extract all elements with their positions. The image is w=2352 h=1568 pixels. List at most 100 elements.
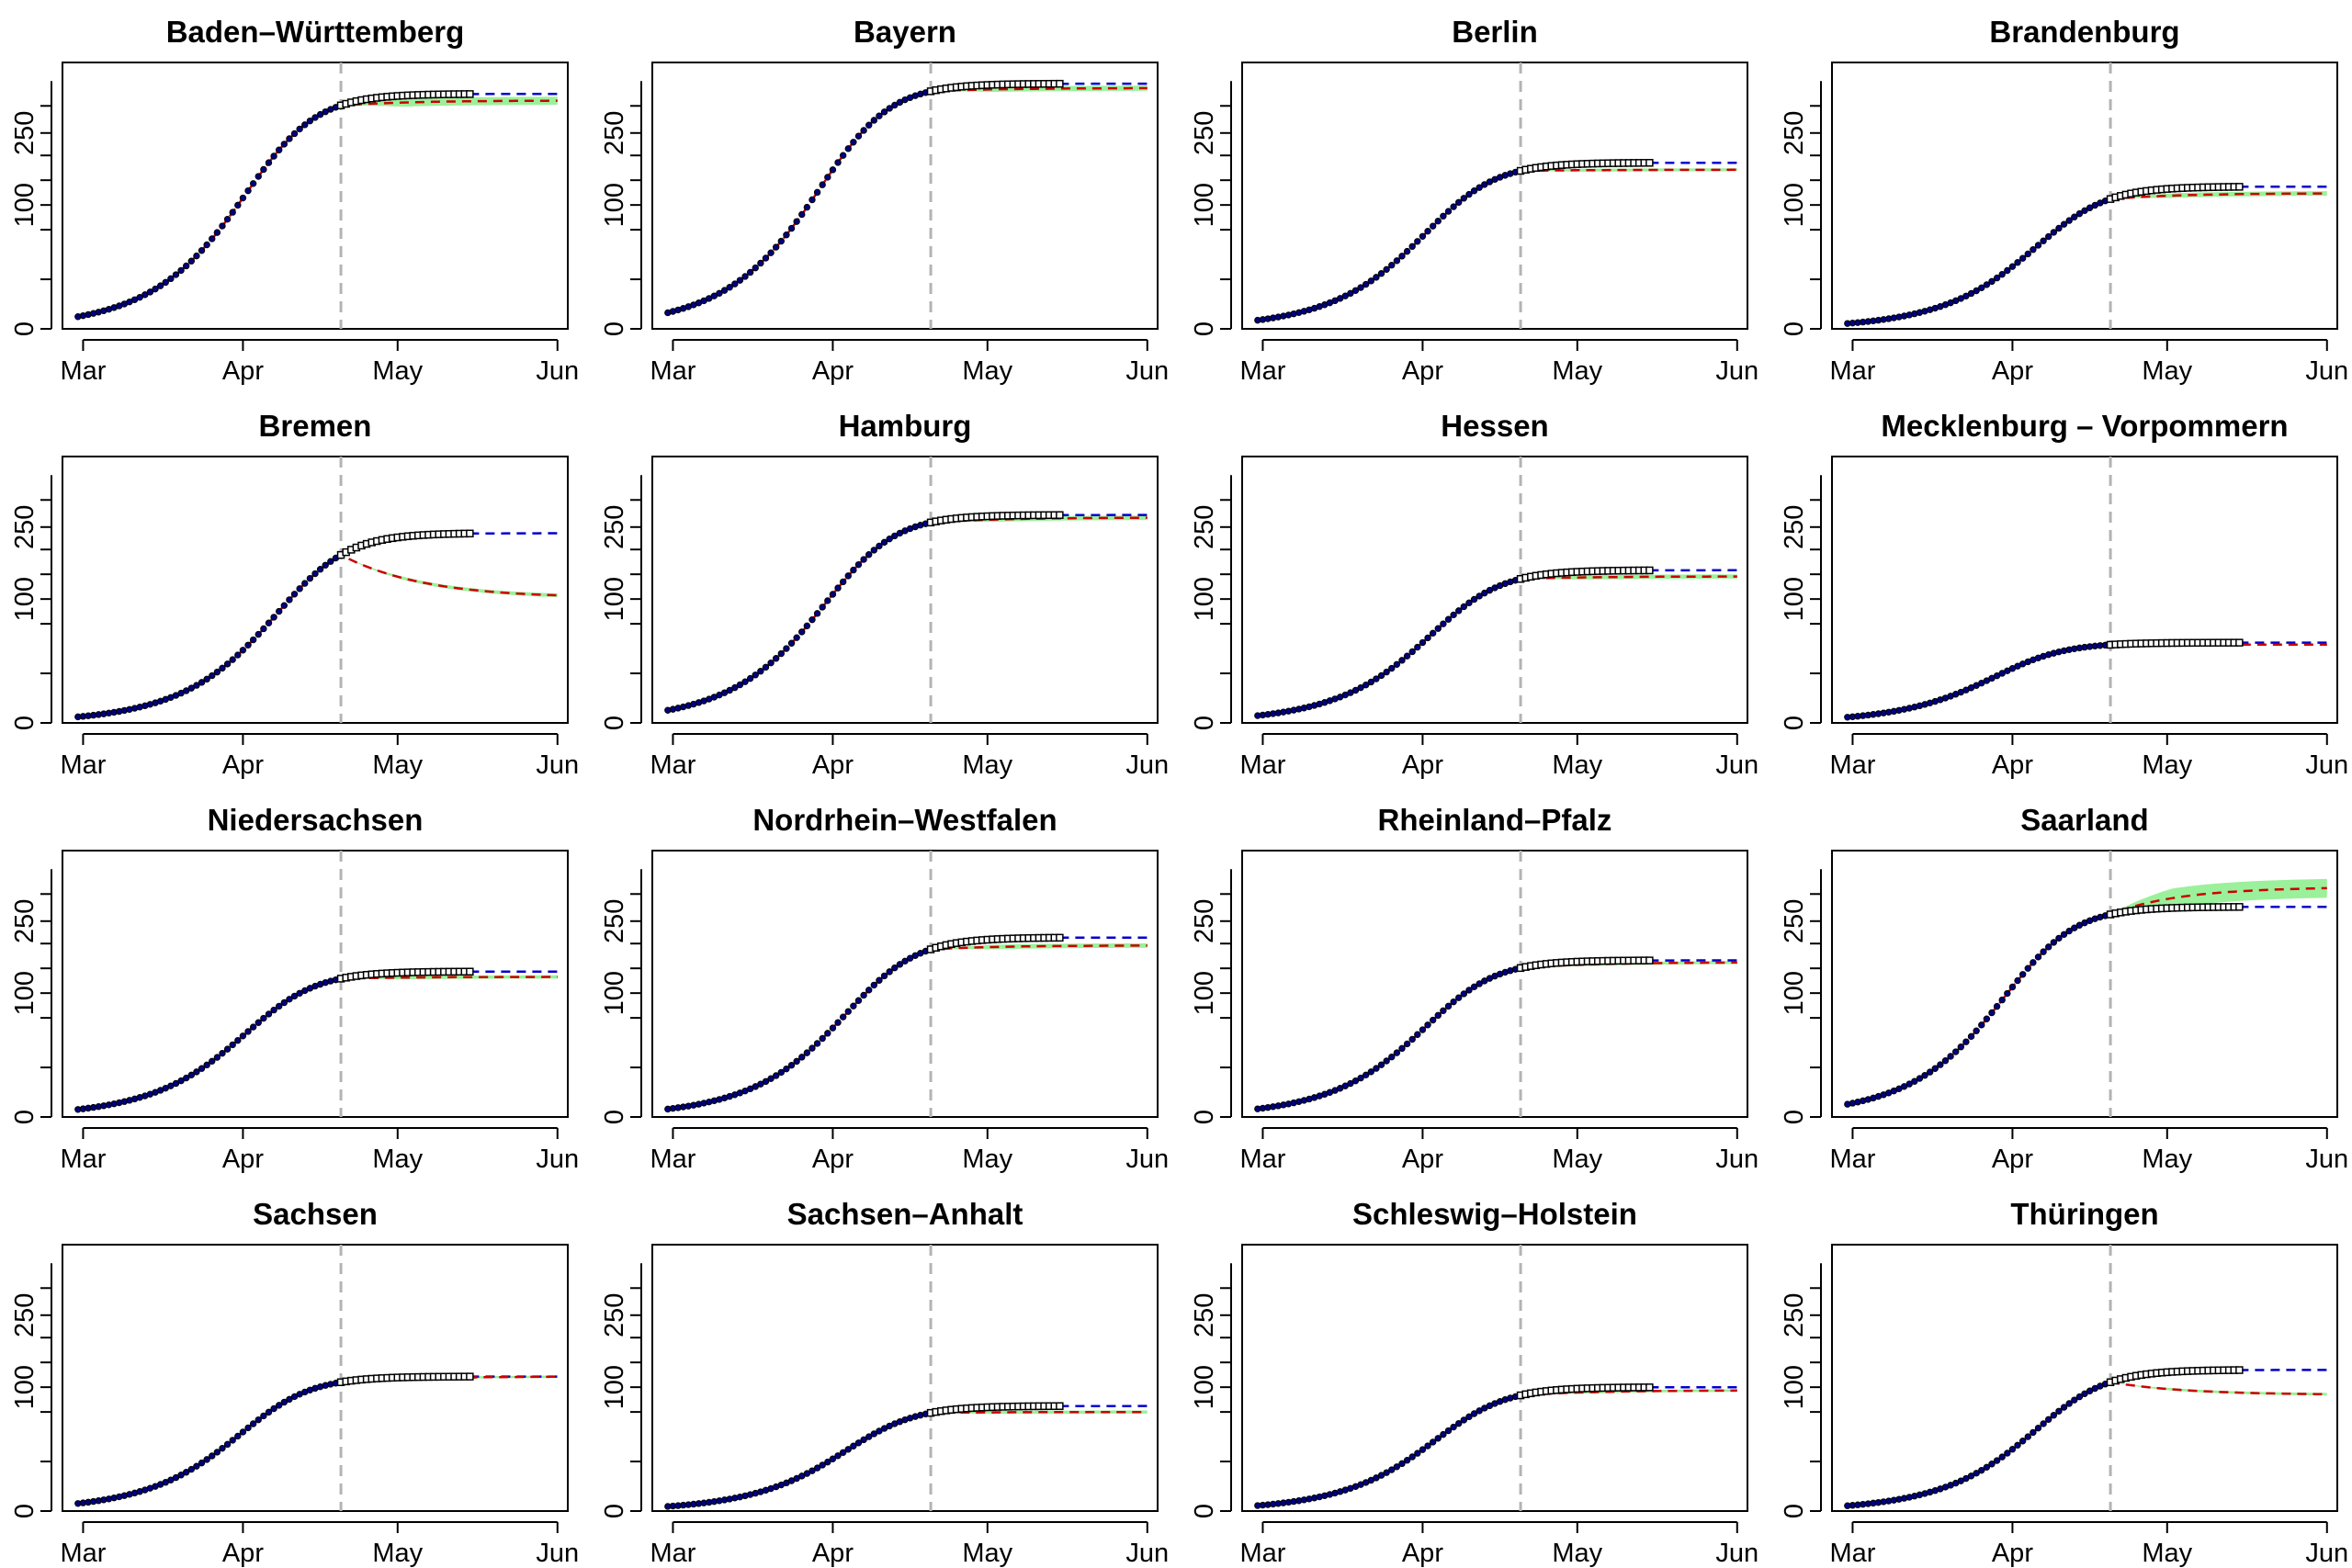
data-point xyxy=(213,1054,221,1061)
x-tick-label: Mar xyxy=(650,750,695,780)
data-point xyxy=(1916,1075,1924,1082)
x-tick-label: Mar xyxy=(650,356,695,386)
data-point xyxy=(752,264,759,272)
data-point xyxy=(1398,657,1406,664)
data-point xyxy=(2024,250,2031,258)
data-point xyxy=(829,1024,837,1032)
data-point xyxy=(327,558,334,565)
data-point xyxy=(736,681,744,689)
data-point xyxy=(249,180,257,187)
data-point xyxy=(839,1449,847,1456)
data-point xyxy=(1947,1053,1954,1060)
data-point xyxy=(2004,989,2011,998)
data-point xyxy=(819,181,826,188)
y-tick-label: 100 xyxy=(600,971,629,1015)
data-point xyxy=(1429,629,1437,637)
chart-panel: Sachsen–Anhalt 0 100 250 Mar Apr May Jun xyxy=(600,1197,1169,1568)
x-tick-label: May xyxy=(372,1145,423,1174)
plot-frame xyxy=(62,456,569,724)
data-point xyxy=(239,194,247,202)
data-point xyxy=(1444,208,1453,215)
data-point xyxy=(182,687,190,694)
x-tick-label: Jun xyxy=(536,1145,579,1174)
x-tick-label: Apr xyxy=(1402,356,1443,386)
data-point xyxy=(1465,1413,1473,1421)
x-tick-label: May xyxy=(962,356,1012,386)
data-point xyxy=(249,1420,257,1427)
data-point xyxy=(2235,638,2244,647)
data-point xyxy=(736,276,744,284)
data-point xyxy=(1393,1463,1401,1471)
plot-frame xyxy=(62,1244,569,1512)
data-point xyxy=(280,998,288,1007)
data-point xyxy=(265,159,273,166)
data-point xyxy=(1383,668,1390,676)
y-tick-label: 250 xyxy=(1190,1293,1219,1337)
data-point xyxy=(193,1462,200,1470)
data-point xyxy=(322,561,329,569)
data-point xyxy=(141,291,149,299)
data-point xyxy=(209,235,216,243)
data-point xyxy=(767,249,775,256)
data-point xyxy=(1470,983,1478,991)
data-point xyxy=(229,1437,236,1444)
data-point xyxy=(726,284,733,291)
y-tick-label: 100 xyxy=(1780,183,1809,227)
plot-frame xyxy=(1831,456,2338,724)
data-point xyxy=(209,1057,216,1066)
data-point xyxy=(720,287,729,294)
data-point xyxy=(1905,1080,1913,1088)
x-tick-label: Apr xyxy=(1402,750,1443,780)
x-tick-label: Mar xyxy=(1829,356,1875,386)
data-point xyxy=(265,619,273,626)
x-tick-label: May xyxy=(2142,750,2192,780)
data-point xyxy=(1476,1407,1483,1415)
data-point xyxy=(466,90,474,98)
data-point xyxy=(1403,652,1411,660)
data-point xyxy=(2034,1424,2042,1432)
data-point xyxy=(829,591,837,598)
data-point xyxy=(777,237,786,245)
data-point xyxy=(1388,1466,1396,1473)
x-tick-label: Apr xyxy=(222,1145,264,1174)
data-point xyxy=(787,639,796,647)
data-point xyxy=(162,278,169,287)
data-point xyxy=(870,117,878,124)
data-point xyxy=(1429,1438,1437,1446)
data-point xyxy=(1444,615,1453,623)
data-point xyxy=(152,285,159,293)
chart-panel: Berlin 0 100 250 Mar Apr May Jun xyxy=(1190,15,1758,386)
x-tick-label: Apr xyxy=(1992,1145,2033,1174)
y-tick-label: 100 xyxy=(1190,183,1219,227)
data-point xyxy=(1465,987,1473,994)
data-point xyxy=(260,165,267,174)
data-point xyxy=(741,678,749,685)
data-point xyxy=(1444,1427,1453,1435)
data-point xyxy=(219,1049,226,1057)
chart-panel: Thüringen 0 100 250 Mar Apr May Jun xyxy=(1780,1197,2348,1568)
data-point xyxy=(772,1072,780,1079)
data-point xyxy=(1440,1430,1447,1438)
data-point xyxy=(260,1014,267,1022)
data-point xyxy=(234,651,242,659)
plot-frame xyxy=(1831,850,2338,1118)
data-point xyxy=(209,1452,216,1460)
y-tick-label: 0 xyxy=(600,321,629,336)
data-point xyxy=(793,634,800,641)
data-point xyxy=(280,141,288,148)
data-point xyxy=(1988,1009,1996,1017)
data-point xyxy=(2008,983,2017,991)
data-point xyxy=(244,641,252,649)
data-point xyxy=(1941,1056,1950,1065)
data-point xyxy=(311,570,319,578)
data-point xyxy=(860,127,867,134)
data-point xyxy=(819,1461,826,1469)
data-point xyxy=(834,1019,842,1026)
data-point xyxy=(2018,254,2027,262)
data-point xyxy=(1419,1446,1427,1453)
x-tick-label: Mar xyxy=(60,1539,106,1568)
y-tick-label: 250 xyxy=(1190,899,1219,943)
chart-panel: Schleswig–Holstein 0 100 250 Mar Apr May Jun xyxy=(1190,1197,1758,1568)
x-tick-label: Mar xyxy=(650,1539,695,1568)
data-point xyxy=(1921,1072,1928,1079)
